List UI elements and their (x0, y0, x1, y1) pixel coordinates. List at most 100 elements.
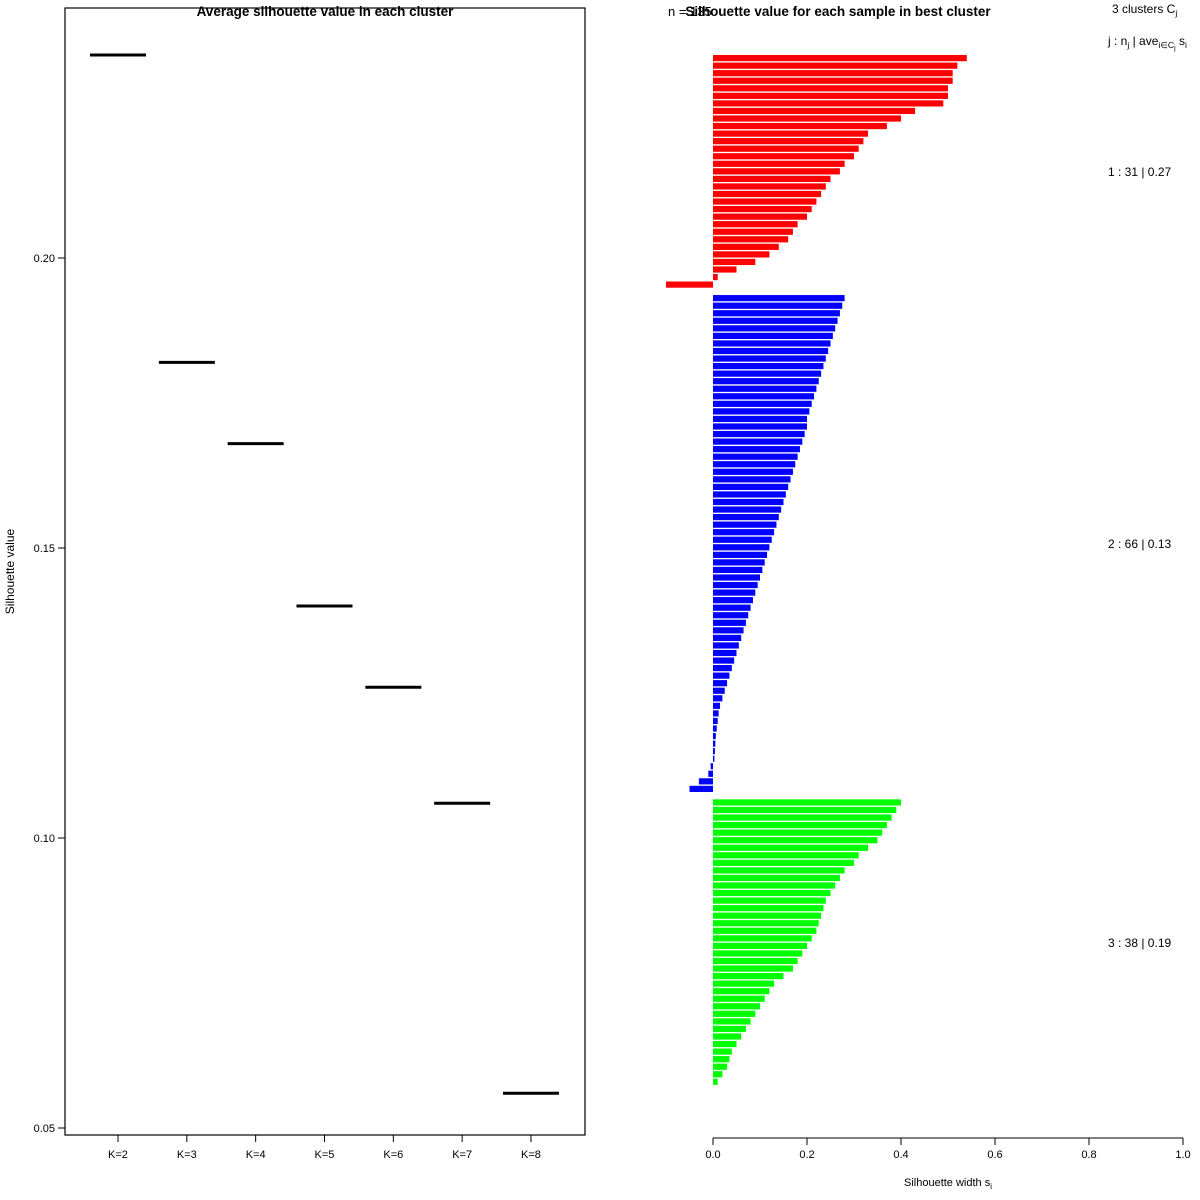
x-tick-label: K=7 (452, 1149, 472, 1161)
silhouette-bar-cluster-1 (713, 153, 854, 160)
silhouette-bar-cluster-3 (713, 1003, 760, 1010)
silhouette-bar-cluster-3 (713, 988, 770, 995)
silhouette-bar-cluster-2 (713, 325, 836, 332)
silhouette-bar-cluster-2 (713, 725, 717, 732)
silhouette-bar-cluster-2 (713, 378, 819, 385)
silhouette-bar-cluster-2 (713, 551, 768, 558)
silhouette-bar-cluster-1 (713, 85, 948, 92)
right-chart-title: Silhouette value for each sample in best… (685, 4, 991, 19)
silhouette-bar-cluster-3 (713, 799, 901, 806)
silhouette-bar-cluster-2 (698, 778, 713, 785)
silhouette-bar-cluster-2 (713, 491, 786, 498)
silhouette-bar-cluster-2 (713, 634, 742, 641)
silhouette-bar-cluster-2 (713, 695, 723, 702)
silhouette-bar-cluster-2 (713, 574, 760, 581)
silhouette-bar-cluster-2 (713, 347, 829, 355)
silhouette-bar-cluster-1 (713, 130, 869, 137)
silhouette-bar-cluster-3 (713, 942, 807, 949)
silhouette-bar-cluster-2 (713, 619, 746, 626)
legend-title: 3 clusters Cj (1112, 2, 1177, 18)
silhouette-bar-cluster-2 (713, 566, 763, 574)
silhouette-bar-cluster-3 (713, 935, 812, 942)
silhouette-bar-cluster-2 (713, 385, 817, 392)
silhouette-bar-cluster-1 (713, 100, 944, 107)
silhouette-bar-cluster-3 (713, 1056, 730, 1063)
silhouette-bar-cluster-2 (713, 423, 807, 430)
silhouette-bar-cluster-2 (713, 498, 784, 506)
left-chart-title: Average silhouette value in each cluster (197, 4, 455, 19)
silhouette-bar-cluster-3 (713, 1010, 756, 1017)
silhouette-bar-cluster-1 (713, 77, 953, 84)
x-tick-label: 0.4 (893, 1149, 908, 1161)
silhouette-bar-cluster-2 (713, 710, 719, 717)
silhouette-bar-cluster-3 (713, 806, 897, 814)
silhouette-bar-cluster-1 (713, 258, 756, 266)
silhouette-bar-cluster-1 (713, 190, 822, 198)
silhouette-bar-cluster-3 (713, 829, 883, 836)
silhouette-bar-cluster-2 (713, 476, 791, 483)
silhouette-bar-cluster-2 (689, 785, 713, 792)
silhouette-bar-cluster-2 (713, 536, 772, 543)
silhouette-bar-cluster-2 (713, 415, 807, 423)
silhouette-bar-cluster-2 (713, 468, 793, 475)
silhouette-bar-cluster-2 (713, 604, 751, 611)
silhouette-bar-cluster-2 (713, 559, 765, 566)
silhouette-bar-cluster-1 (713, 198, 817, 205)
x-tick-label: K=8 (521, 1149, 541, 1161)
silhouette-bar-cluster-2 (713, 302, 843, 309)
silhouette-bar-cluster-1 (713, 92, 948, 99)
silhouette-bar-cluster-1 (713, 251, 770, 258)
x-tick-label: K=3 (177, 1149, 197, 1161)
silhouette-bar-cluster-2 (713, 740, 716, 747)
plot-frame (64, 7, 586, 1136)
silhouette-bar-cluster-1 (713, 107, 916, 115)
silhouette-bar-cluster-1 (713, 213, 807, 220)
silhouette-bar-cluster-1 (713, 55, 967, 62)
cluster-summary-label-3: 3 : 38 | 0.19 (1108, 936, 1171, 950)
silhouette-bar-cluster-3 (713, 814, 892, 821)
silhouette-bar-cluster-3 (713, 844, 869, 851)
silhouette-bar-cluster-2 (713, 295, 845, 302)
silhouette-bar-cluster-1 (713, 70, 953, 77)
silhouette-bar-cluster-2 (708, 770, 713, 777)
silhouette-bar-cluster-1 (713, 243, 779, 250)
silhouette-bar-cluster-2 (713, 332, 833, 339)
silhouette-bar-cluster-3 (713, 867, 845, 874)
cluster-summary-label-1: 1 : 31 | 0.27 (1108, 165, 1171, 179)
silhouette-bar-cluster-3 (713, 1078, 718, 1085)
silhouette-bar-cluster-1 (713, 228, 793, 235)
silhouette-bar-cluster-2 (713, 506, 782, 513)
silhouette-bar-cluster-2 (713, 393, 815, 400)
silhouette-bar-cluster-2 (713, 521, 777, 528)
silhouette-bar-cluster-2 (713, 514, 779, 521)
silhouette-bar-cluster-2 (713, 340, 831, 347)
silhouette-bar-cluster-3 (713, 837, 878, 844)
cluster-summary-label-2: 2 : 66 | 0.13 (1108, 537, 1171, 551)
avg-silhouette-chart: Average silhouette value in each cluster… (3, 4, 586, 1161)
silhouette-bar-cluster-2 (713, 672, 730, 679)
silhouette-bar-cluster-2 (713, 702, 721, 709)
silhouette-bar-cluster-2 (713, 755, 715, 762)
y-tick-label: 0.15 (34, 543, 55, 555)
x-tick-label: K=5 (315, 1149, 335, 1161)
silhouette-bar-cluster-2 (713, 687, 725, 694)
silhouette-bar-cluster-3 (713, 973, 784, 980)
silhouette-bar-cluster-2 (713, 430, 805, 438)
silhouette-bar-cluster-2 (713, 732, 716, 740)
silhouette-bar-cluster-2 (713, 400, 812, 407)
silhouette-bar-cluster-3 (713, 852, 859, 859)
silhouette-bar-cluster-3 (713, 920, 819, 927)
silhouette-bar-cluster-2 (713, 483, 789, 490)
silhouette-bar-cluster-1 (713, 122, 887, 130)
silhouette-bar-cluster-1 (713, 138, 864, 145)
silhouette-bar-cluster-2 (713, 363, 824, 370)
silhouette-bar-cluster-3 (713, 897, 826, 904)
silhouette-bar-cluster-2 (713, 446, 800, 453)
silhouette-bar-cluster-2 (713, 748, 715, 755)
y-tick-label: 0.10 (34, 833, 55, 845)
silhouette-bar-cluster-2 (713, 544, 770, 551)
silhouette-bar-cluster-2 (713, 642, 739, 649)
silhouette-bar-cluster-1 (713, 221, 798, 228)
